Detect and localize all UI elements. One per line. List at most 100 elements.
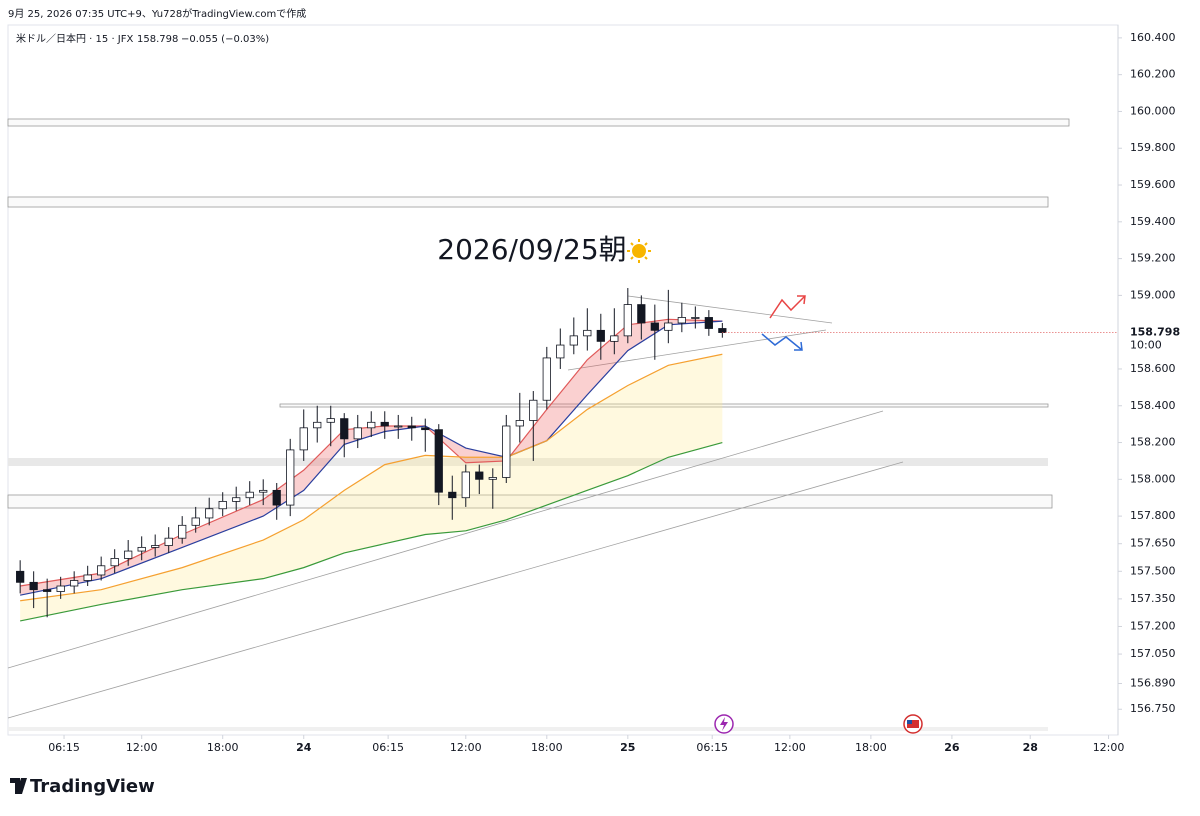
candle-body — [637, 304, 646, 324]
candle-body — [596, 329, 605, 342]
pane-border — [7, 24, 1119, 736]
candle-body — [502, 425, 511, 478]
trendline — [7, 410, 884, 669]
down-arrow — [761, 333, 803, 351]
candle-body — [232, 497, 241, 502]
candle-body — [569, 335, 578, 346]
y-tick-label: 157.350 — [1130, 592, 1176, 605]
y-tick-label: 157.500 — [1130, 564, 1176, 577]
candle-body — [556, 344, 565, 359]
up-arrow-head — [797, 295, 806, 305]
us-flag-canton — [907, 720, 912, 724]
y-tick-label: 159.400 — [1130, 215, 1176, 228]
candle-body — [434, 429, 443, 493]
annotation: 2026/09/25朝 — [437, 233, 626, 266]
candle-body — [16, 570, 25, 583]
candle-body — [191, 517, 200, 526]
candle-body — [299, 427, 308, 451]
candle-body — [245, 491, 254, 499]
x-tick-label: 25 — [620, 741, 635, 754]
header-price: 158.798 — [137, 34, 178, 45]
x-tick-label: 18:00 — [855, 741, 887, 754]
y-tick-label: 159.000 — [1130, 288, 1176, 301]
candle-body — [704, 317, 713, 329]
last-price-label: 158.798 — [1130, 326, 1180, 339]
y-tick-label: 160.200 — [1130, 68, 1176, 81]
candle-body — [178, 524, 187, 539]
trendline — [7, 461, 904, 719]
zone — [7, 118, 1070, 127]
x-tick-label: 24 — [296, 741, 312, 754]
x-tick-label: 18:00 — [207, 741, 239, 754]
x-tick-label: 18:00 — [531, 741, 563, 754]
y-tick-label: 157.050 — [1130, 647, 1176, 660]
candle-body — [137, 546, 146, 552]
candle-body — [718, 328, 727, 333]
candle-body — [353, 427, 362, 440]
y-tick-label: 158.200 — [1130, 436, 1176, 449]
up-arrow — [769, 295, 806, 319]
x-tick-label: 06:15 — [48, 741, 80, 754]
candle-body — [272, 489, 281, 506]
candle-body — [448, 491, 457, 499]
logo: TradingView — [10, 776, 155, 797]
candle-body — [380, 421, 389, 427]
candle-body — [529, 399, 538, 421]
zone — [8, 727, 1048, 731]
down-arrow-head — [794, 341, 803, 351]
y-tick-label: 160.400 — [1130, 31, 1176, 44]
x-tick-label: 12:00 — [126, 741, 158, 754]
moving-average — [20, 353, 723, 602]
candle-body — [407, 425, 416, 429]
x-tick-label: 12:00 — [450, 741, 482, 754]
symbol: 米ドル／日本円 · 15 · JFX — [16, 32, 133, 45]
ma-band — [20, 354, 723, 621]
header-change: −0.055 (−0.03%) — [181, 34, 269, 45]
brand: TradingView — [30, 776, 155, 797]
candle-body — [164, 537, 173, 546]
candle-body — [515, 420, 524, 427]
candle-body — [29, 581, 38, 591]
y-tick-label: 160.000 — [1130, 104, 1176, 117]
us-flag — [907, 720, 919, 728]
candle-body — [610, 335, 619, 342]
y-tick-label: 157.800 — [1130, 509, 1176, 522]
trendline — [627, 295, 833, 324]
candle-body — [475, 471, 484, 480]
y-tick-label: 157.650 — [1130, 537, 1176, 550]
x-tick-label: 06:15 — [372, 741, 404, 754]
candle-body — [461, 471, 470, 499]
candle-body — [259, 489, 268, 493]
candle-body — [110, 558, 119, 567]
y-tick-label: 157.200 — [1130, 619, 1176, 632]
trendline — [567, 329, 827, 371]
countdown-label: 10:00 — [1130, 339, 1162, 352]
candle-body — [124, 550, 133, 559]
candle-body — [691, 317, 700, 319]
y-tick-label: 159.200 — [1130, 252, 1176, 265]
candle-body — [151, 545, 160, 548]
candle-body — [70, 580, 79, 587]
candle-body — [677, 317, 686, 324]
plot — [16, 288, 727, 622]
candle-body — [367, 421, 376, 429]
y-tick-label: 159.800 — [1130, 141, 1176, 154]
candle-body — [326, 418, 335, 423]
candle-body — [83, 574, 92, 581]
event-icon-bolt — [720, 717, 728, 731]
candle-body — [340, 418, 349, 440]
zone — [279, 403, 1049, 408]
candle-body — [286, 449, 295, 506]
candle-body — [97, 565, 106, 576]
candle-body — [421, 427, 430, 431]
candle-body — [205, 508, 214, 519]
y-tick-label: 156.890 — [1130, 676, 1176, 689]
y-tick-label: 156.750 — [1130, 702, 1176, 715]
x-tick-label: 12:00 — [1093, 741, 1125, 754]
candle-body — [542, 357, 551, 401]
candle-body — [43, 589, 52, 592]
candle-body — [623, 304, 632, 337]
candle-body — [313, 421, 322, 429]
candle-body — [583, 329, 592, 337]
x-tick-label: 26 — [944, 741, 960, 754]
